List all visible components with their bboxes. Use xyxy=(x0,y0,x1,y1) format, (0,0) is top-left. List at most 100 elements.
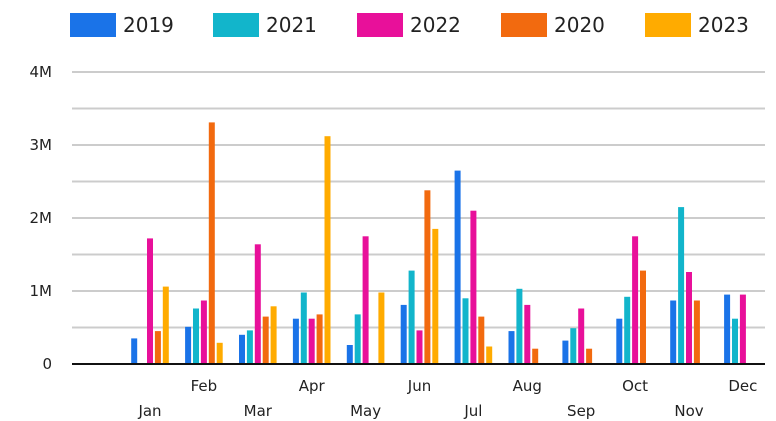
bar-group-sep xyxy=(562,308,593,365)
y-tick-label: 2M xyxy=(30,209,53,227)
bar-2019-nov[interactable] xyxy=(670,300,677,365)
grid xyxy=(72,71,765,329)
legend-label-2023: 2023 xyxy=(698,13,749,37)
legend-label-2021: 2021 xyxy=(266,13,317,37)
bar-2021-jun[interactable] xyxy=(408,270,415,364)
bar-2022-oct[interactable] xyxy=(632,236,639,365)
x-axis: Jan Feb Mar Apr May Jun Jul Aug Sep Oct Nov Dec xyxy=(137,377,757,420)
bar-2020-feb[interactable] xyxy=(208,122,215,365)
x-tick-label-aug: Aug xyxy=(513,377,542,395)
bar-2023-mar[interactable] xyxy=(270,306,277,364)
bar-2023-jul[interactable] xyxy=(486,346,493,365)
legend-swatch-2021 xyxy=(213,13,259,37)
bar-2022-feb[interactable] xyxy=(200,300,207,365)
bar-2021-feb[interactable] xyxy=(193,308,199,365)
bar-2023-may[interactable] xyxy=(378,292,385,365)
legend-swatch-2020 xyxy=(501,13,547,37)
bar-2019-apr[interactable] xyxy=(292,318,299,364)
bar-group-may xyxy=(346,236,385,365)
bar-2021-sep[interactable] xyxy=(570,328,577,364)
legend-swatch-2023 xyxy=(645,13,691,37)
bar-2022-nov[interactable] xyxy=(686,272,692,364)
bar-2022-jun[interactable] xyxy=(416,330,423,364)
bar-2020-oct[interactable] xyxy=(640,270,646,364)
bar-2019-dec[interactable] xyxy=(724,294,731,364)
bar-2022-dec[interactable] xyxy=(739,294,746,364)
legend-swatch-2019 xyxy=(70,13,116,37)
bar-group-oct xyxy=(616,236,646,365)
x-tick-label-oct: Oct xyxy=(622,377,648,395)
bar-2022-apr[interactable] xyxy=(308,318,315,364)
legend-item-2023[interactable]: 2023 xyxy=(645,13,749,37)
bar-2020-nov[interactable] xyxy=(693,300,700,365)
y-tick-label: 0 xyxy=(42,355,52,373)
bar-group-jun xyxy=(400,190,439,364)
bar-2021-oct[interactable] xyxy=(624,296,631,364)
bar-2020-mar[interactable] xyxy=(262,316,269,364)
legend-label-2019: 2019 xyxy=(123,13,174,37)
bar-group-aug xyxy=(508,288,539,364)
legend-item-2019[interactable]: 2019 xyxy=(70,13,174,37)
x-tick-label-apr: Apr xyxy=(299,377,326,395)
bar-group-nov xyxy=(670,207,700,364)
x-tick-label-jan: Jan xyxy=(137,402,161,420)
legend-item-2022[interactable]: 2022 xyxy=(357,13,461,37)
bar-2019-jul[interactable] xyxy=(454,170,461,364)
bar-2022-jan[interactable] xyxy=(147,238,153,364)
bar-2023-feb[interactable] xyxy=(216,342,223,364)
bar-2019-jun[interactable] xyxy=(400,304,407,364)
bar-2019-mar[interactable] xyxy=(239,334,245,364)
bar-2022-sep[interactable] xyxy=(578,308,585,365)
bar-2022-may[interactable] xyxy=(362,236,369,365)
bar-2023-apr[interactable] xyxy=(324,136,331,364)
bar-2021-may[interactable] xyxy=(354,314,361,364)
bar-group-dec xyxy=(724,294,746,364)
bar-2021-dec[interactable] xyxy=(732,318,738,364)
bar-2019-oct[interactable] xyxy=(616,318,623,364)
bar-group-apr xyxy=(292,136,331,365)
x-tick-label-dec: Dec xyxy=(728,377,757,395)
y-axis: 0 1M 2M 3M 4M xyxy=(30,63,53,373)
bar-2021-nov[interactable] xyxy=(678,207,685,364)
bar-2019-sep[interactable] xyxy=(562,340,569,364)
x-tick-label-may: May xyxy=(350,402,381,420)
bars xyxy=(131,122,746,365)
bar-2020-jul[interactable] xyxy=(478,316,485,364)
bar-2022-mar[interactable] xyxy=(254,244,261,364)
y-tick-label: 4M xyxy=(30,63,53,81)
x-tick-label-nov: Nov xyxy=(674,402,703,420)
bar-group-mar xyxy=(239,244,277,364)
bar-2021-aug[interactable] xyxy=(516,288,523,364)
bar-2020-apr[interactable] xyxy=(316,314,323,364)
bar-2020-jan[interactable] xyxy=(154,331,161,364)
bar-2019-jan[interactable] xyxy=(131,338,138,364)
legend-item-2020[interactable]: 2020 xyxy=(501,13,605,37)
x-tick-label-feb: Feb xyxy=(191,377,218,395)
y-tick-label: 1M xyxy=(30,282,53,300)
x-tick-label-jun: Jun xyxy=(407,377,431,395)
bar-2021-jul[interactable] xyxy=(462,298,469,364)
bar-2022-aug[interactable] xyxy=(524,304,531,364)
bar-2021-apr[interactable] xyxy=(300,292,307,365)
bar-2019-may[interactable] xyxy=(346,345,353,364)
bar-2019-feb[interactable] xyxy=(185,326,192,364)
bar-2020-aug[interactable] xyxy=(532,348,539,364)
y-tick-label: 3M xyxy=(30,136,53,154)
legend-label-2020: 2020 xyxy=(554,13,605,37)
bar-2022-jul[interactable] xyxy=(470,210,477,364)
bar-2021-mar[interactable] xyxy=(246,330,253,364)
legend-label-2022: 2022 xyxy=(410,13,461,37)
bar-2020-jun[interactable] xyxy=(424,190,431,364)
x-tick-label-sep: Sep xyxy=(567,402,595,420)
bar-2019-aug[interactable] xyxy=(508,331,515,364)
bar-group-jan xyxy=(131,238,169,364)
bar-group-jul xyxy=(454,170,493,365)
legend-swatch-2022 xyxy=(357,13,403,37)
bar-2020-sep[interactable] xyxy=(586,348,593,364)
x-tick-label-jul: Jul xyxy=(463,402,482,420)
bar-2023-jun[interactable] xyxy=(432,228,439,364)
bar-group-feb xyxy=(185,122,223,365)
legend-item-2021[interactable]: 2021 xyxy=(213,13,317,37)
bar-2023-jan[interactable] xyxy=(162,286,169,364)
